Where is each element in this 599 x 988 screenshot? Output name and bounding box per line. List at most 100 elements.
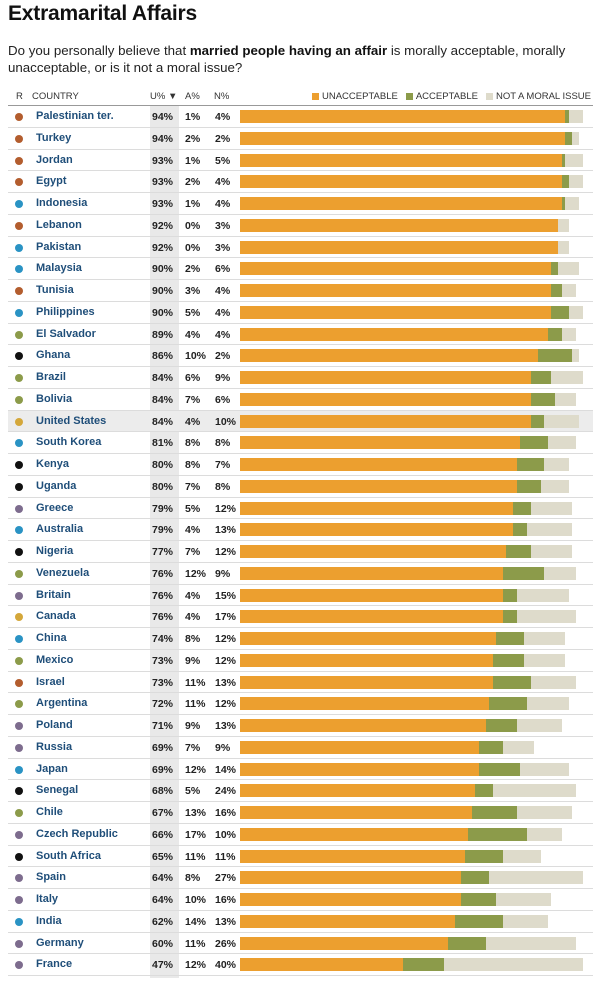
- table-row[interactable]: Jordan 93% 1% 5%: [8, 150, 593, 172]
- table-row[interactable]: Argentina 72% 11% 12%: [8, 693, 593, 715]
- table-row[interactable]: Kenya 80% 8% 7%: [8, 454, 593, 476]
- country-name[interactable]: Greece: [36, 501, 74, 514]
- table-row[interactable]: Lebanon 92% 0% 3%: [8, 215, 593, 237]
- table-row[interactable]: Czech Republic 66% 17% 10%: [8, 824, 593, 846]
- table-row[interactable]: Malaysia 90% 2% 6%: [8, 258, 593, 280]
- table-row[interactable]: Palestinian ter. 94% 1% 4%: [8, 106, 593, 128]
- country-name[interactable]: Argentina: [36, 697, 88, 710]
- country-name[interactable]: South Africa: [36, 849, 101, 862]
- country-name[interactable]: Italy: [36, 893, 59, 905]
- country-name[interactable]: Australia: [36, 523, 84, 536]
- country-name[interactable]: Uganda: [36, 479, 77, 492]
- table-row[interactable]: Ghana 86% 10% 2%: [8, 345, 593, 367]
- table-row[interactable]: Greece 79% 5% 12%: [8, 498, 593, 520]
- table-row[interactable]: Poland 71% 9% 13%: [8, 715, 593, 737]
- country-name[interactable]: Indonesia: [36, 197, 88, 209]
- table-row[interactable]: Britain 76% 4% 15%: [8, 585, 593, 607]
- country-name[interactable]: Pakistan: [36, 240, 82, 253]
- table-row[interactable]: India 62% 14% 13%: [8, 911, 593, 933]
- country-name[interactable]: Palestinian ter.: [36, 110, 114, 122]
- country-name[interactable]: Brazil: [36, 371, 66, 383]
- bar-segment-not-moral: [568, 175, 583, 189]
- country-name[interactable]: Britain: [36, 588, 71, 601]
- country-name[interactable]: Poland: [36, 719, 73, 731]
- table-row[interactable]: Spain 64% 8% 27%: [8, 867, 593, 889]
- table-row[interactable]: Russia 69% 7% 9%: [8, 737, 593, 759]
- country-name[interactable]: Nigeria: [36, 545, 74, 557]
- country-name[interactable]: Egypt: [36, 175, 67, 188]
- table-row[interactable]: El Salvador 89% 4% 4%: [8, 324, 593, 346]
- country-name[interactable]: Spain: [36, 871, 66, 884]
- region-dot: [15, 635, 23, 643]
- table-row[interactable]: Bolivia 84% 7% 6%: [8, 389, 593, 411]
- table-row[interactable]: Senegal 68% 5% 24%: [8, 780, 593, 802]
- table-row[interactable]: Mexico 73% 9% 12%: [8, 650, 593, 672]
- bar-segment-acceptable: [464, 849, 503, 863]
- table-row[interactable]: Tunisia 90% 3% 4%: [8, 280, 593, 302]
- acceptable-percent: 9%: [185, 654, 201, 667]
- table-row[interactable]: Brazil 84% 6% 9%: [8, 367, 593, 389]
- country-name[interactable]: Kenya: [36, 458, 70, 470]
- country-name[interactable]: Israel: [36, 675, 65, 688]
- country-name[interactable]: Chile: [36, 806, 63, 818]
- country-name[interactable]: Ghana: [36, 349, 71, 362]
- not-moral-percent: 15%: [215, 589, 237, 602]
- table-row[interactable]: Turkey 94% 2% 2%: [8, 128, 593, 150]
- not-moral-percent: 26%: [215, 937, 237, 950]
- country-name[interactable]: Russia: [36, 740, 73, 753]
- table-row[interactable]: Israel 73% 11% 13%: [8, 672, 593, 694]
- country-name[interactable]: India: [36, 914, 62, 927]
- table-row[interactable]: Pakistan 92% 0% 3%: [8, 237, 593, 259]
- country-name[interactable]: Germany: [36, 936, 84, 949]
- region-column-header[interactable]: R: [16, 91, 23, 102]
- table-row[interactable]: France 47% 12% 40%: [8, 954, 593, 976]
- table-row[interactable]: Indonesia 93% 1% 4%: [8, 193, 593, 215]
- unacceptable-column-header[interactable]: U% ▼: [150, 91, 178, 102]
- table-row[interactable]: South Africa 65% 11% 11%: [8, 846, 593, 868]
- table-row[interactable]: Philippines 90% 5% 4%: [8, 302, 593, 324]
- country-name[interactable]: Malaysia: [36, 262, 82, 275]
- country-name[interactable]: China: [36, 632, 67, 644]
- country-name[interactable]: Venezuela: [36, 566, 90, 579]
- table-row[interactable]: Uganda 80% 7% 8%: [8, 476, 593, 498]
- country-name[interactable]: Tunisia: [36, 284, 74, 296]
- country-name[interactable]: Lebanon: [36, 218, 82, 231]
- bar-segment-not-moral: [516, 588, 569, 602]
- country-name[interactable]: Bolivia: [36, 392, 73, 405]
- bar-segment-acceptable: [537, 349, 573, 363]
- acceptable-percent: 4%: [185, 611, 201, 624]
- table-row[interactable]: Chile 67% 13% 16%: [8, 802, 593, 824]
- country-name[interactable]: Japan: [36, 762, 68, 775]
- country-name[interactable]: Canada: [36, 610, 76, 623]
- country-name[interactable]: France: [36, 958, 73, 971]
- country-name[interactable]: Jordan: [36, 153, 73, 166]
- unacceptable-percent: 84%: [152, 393, 174, 406]
- country-name[interactable]: South Korea: [36, 436, 102, 449]
- legend-swatch-unacceptable: [312, 93, 319, 100]
- not-moral-column-header[interactable]: N%: [214, 91, 230, 102]
- table-row[interactable]: Italy 64% 10% 16%: [8, 889, 593, 911]
- acceptable-column-header[interactable]: A%: [185, 91, 200, 102]
- country-name[interactable]: Philippines: [36, 305, 95, 318]
- table-row[interactable]: China 74% 8% 12%: [8, 628, 593, 650]
- country-name[interactable]: Senegal: [36, 784, 79, 797]
- bar-segment-unacceptable: [240, 566, 503, 580]
- country-name[interactable]: El Salvador: [36, 327, 96, 340]
- table-row[interactable]: Venezuela 76% 12% 9%: [8, 563, 593, 585]
- table-row[interactable]: Egypt 93% 2% 4%: [8, 171, 593, 193]
- table-row[interactable]: Germany 60% 11% 26%: [8, 933, 593, 955]
- table-row[interactable]: Canada 76% 4% 17%: [8, 606, 593, 628]
- country-name[interactable]: United States: [36, 414, 107, 427]
- country-name[interactable]: Mexico: [36, 653, 74, 666]
- country-column-header[interactable]: COUNTRY: [32, 91, 79, 102]
- table-row[interactable]: United States 84% 4% 10%: [8, 410, 593, 433]
- country-name[interactable]: Czech Republic: [36, 827, 118, 840]
- region-dot: [15, 548, 23, 556]
- table-row[interactable]: Australia 79% 4% 13%: [8, 519, 593, 541]
- bar-segment-not-moral: [544, 414, 580, 428]
- table-row[interactable]: South Korea 81% 8% 8%: [8, 432, 593, 454]
- table-row[interactable]: Nigeria 77% 7% 12%: [8, 541, 593, 563]
- region-dot: [15, 417, 23, 426]
- table-row[interactable]: Japan 69% 12% 14%: [8, 759, 593, 781]
- country-name[interactable]: Turkey: [36, 131, 72, 144]
